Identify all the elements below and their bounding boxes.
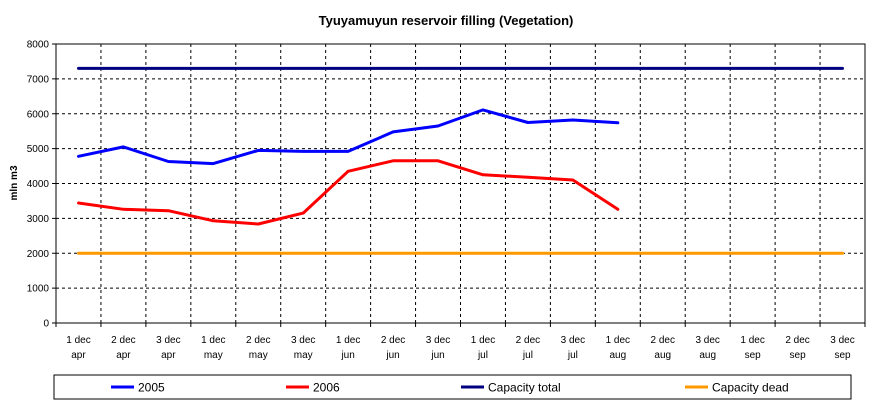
- legend-2006-label: 2006: [313, 381, 340, 395]
- series-lines: [77, 66, 844, 255]
- x-tick-label: sep: [745, 350, 762, 361]
- x-tick-label: 3 dec: [156, 335, 180, 346]
- x-tick-label: 1 dec: [606, 335, 630, 346]
- y-tick-label: 0: [43, 319, 49, 330]
- axes: [52, 43, 866, 327]
- series-line-2005: [77, 108, 620, 166]
- x-tick-label: jul: [522, 350, 533, 361]
- legend-2005-label: 2005: [138, 381, 165, 395]
- y-tick-label: 1000: [27, 284, 50, 295]
- x-tick-label: jul: [567, 350, 578, 361]
- x-tick-label: aug: [654, 350, 671, 361]
- x-tick-label: apr: [71, 350, 86, 361]
- x-tick-label: 3 dec: [426, 335, 450, 346]
- x-tick-label: 2 dec: [785, 335, 809, 346]
- x-tick-label: 3 dec: [830, 335, 854, 346]
- x-tick-label: 3 dec: [695, 335, 719, 346]
- x-tick-label: 3 dec: [291, 335, 315, 346]
- y-axis-title: mln m3: [9, 165, 20, 200]
- x-tick-label: 2 dec: [516, 335, 540, 346]
- x-tick-label: aug: [699, 350, 716, 361]
- y-tick-label: 2000: [27, 249, 50, 260]
- x-tick-label: 2 dec: [246, 335, 270, 346]
- x-tick-label: jun: [340, 350, 354, 361]
- legend-box: [53, 374, 852, 400]
- x-tick-label: may: [204, 350, 223, 361]
- y-tick-label: 6000: [27, 109, 50, 120]
- x-tick-label: sep: [790, 350, 807, 361]
- x-tick-label: apr: [161, 350, 176, 361]
- x-tick-label: may: [249, 350, 268, 361]
- series-line-2006: [77, 159, 620, 226]
- x-tick-label: jul: [477, 350, 488, 361]
- legend-capacity-total-label: Capacity total: [488, 381, 561, 395]
- x-tick-label: may: [294, 350, 313, 361]
- x-tick-label: 2 dec: [381, 335, 405, 346]
- x-tick-label: 1 dec: [201, 335, 225, 346]
- x-tick-label: 1 dec: [336, 335, 360, 346]
- chart-title: Tyuyamuyun reservoir filling (Vegetation…: [319, 13, 574, 28]
- y-tick-label: 3000: [27, 214, 50, 225]
- legend-capacity-dead-label: Capacity dead: [712, 381, 789, 395]
- x-tick-label: aug: [609, 350, 626, 361]
- y-tick-label: 8000: [27, 40, 50, 51]
- x-tick-label: jun: [430, 350, 444, 361]
- y-tick-label: 5000: [27, 144, 50, 155]
- y-tick-label: 4000: [27, 179, 50, 190]
- x-tick-label: 3 dec: [561, 335, 585, 346]
- tick-labels: 0 1000 2000 3000 4000 5000 6000 7000 8000 1 dec ap…: [27, 40, 855, 362]
- x-tick-label: 1 dec: [471, 335, 495, 346]
- x-tick-label: 2 dec: [111, 335, 135, 346]
- x-tick-label: 2 dec: [651, 335, 675, 346]
- x-tick-label: 1 dec: [66, 335, 90, 346]
- x-tick-label: sep: [834, 350, 851, 361]
- x-tick-label: apr: [116, 350, 131, 361]
- x-tick-label: jun: [385, 350, 399, 361]
- y-tick-label: 7000: [27, 74, 50, 85]
- legend: 2005 2006 Capacity total Capacity dead: [53, 374, 852, 400]
- gridlines: [56, 44, 865, 323]
- x-tick-label: 1 dec: [740, 335, 764, 346]
